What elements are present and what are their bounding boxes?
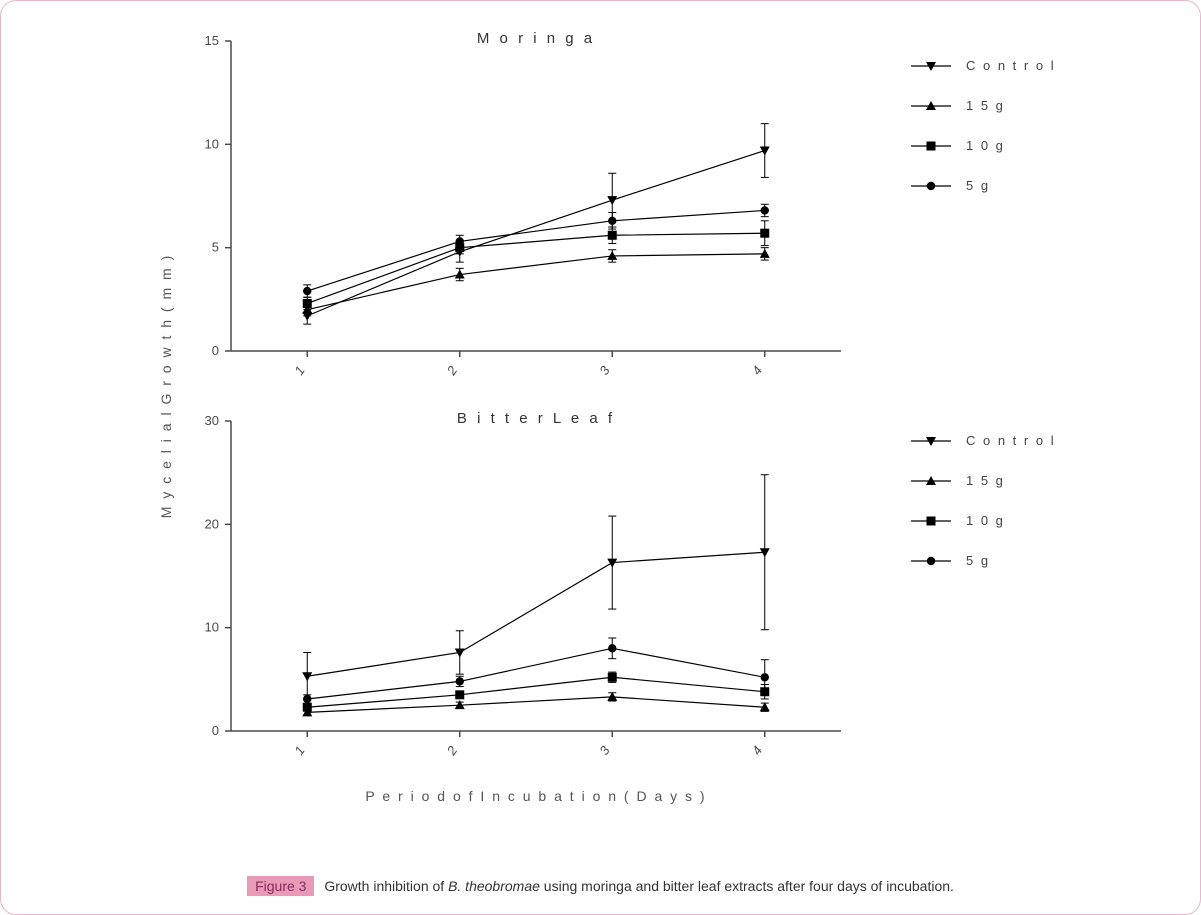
subplot-title: B i t t e r L e a f <box>457 410 615 427</box>
marker <box>608 673 617 682</box>
marker <box>760 147 770 156</box>
legend-label: 1 5 g <box>966 98 1005 113</box>
legend-marker <box>927 517 936 526</box>
marker <box>456 237 464 245</box>
y-axis-label: M y c e l i a l G r o w t h ( m m ) <box>158 254 174 518</box>
marker <box>456 677 464 685</box>
xtick-label: 2 <box>443 363 460 379</box>
marker <box>302 672 312 681</box>
marker <box>303 299 312 308</box>
marker <box>303 703 312 712</box>
marker <box>303 695 311 703</box>
legend-label: 5 g <box>966 178 990 193</box>
legend-label: C o n t r o l <box>966 433 1056 448</box>
marker <box>607 559 617 568</box>
caption-label: Figure 3 <box>247 876 314 896</box>
ytick-label: 20 <box>205 516 219 531</box>
xtick-label: 3 <box>596 363 613 378</box>
caption-pre: Growth inhibition of <box>324 878 448 894</box>
marker <box>607 196 617 205</box>
ytick-label: 0 <box>212 343 219 358</box>
caption-italic: B. theobromae <box>448 878 540 894</box>
x-axis-label: P e r i o d o f I n c u b a t i o n ( D … <box>365 788 706 804</box>
legend-label: 1 5 g <box>966 473 1005 488</box>
marker <box>608 644 616 652</box>
marker <box>761 673 769 681</box>
marker <box>760 229 769 238</box>
legend-label: 1 0 g <box>966 138 1005 153</box>
figure-container: 0 5 10 15 1 2 3 4 M o r i n g a 0 10 20 30 1 2 3 4 B i t … <box>0 0 1201 915</box>
xtick-label: 4 <box>749 363 765 378</box>
series-line <box>307 648 765 699</box>
marker <box>455 690 464 699</box>
legend-label: 1 0 g <box>966 513 1005 528</box>
ytick-label: 5 <box>212 240 219 255</box>
ytick-label: 10 <box>205 620 219 635</box>
legend-label: 5 g <box>966 553 990 568</box>
series-line <box>307 151 765 316</box>
xtick-label: 1 <box>291 743 307 758</box>
legend-marker <box>927 142 936 151</box>
ytick-label: 0 <box>212 723 219 738</box>
chart-area: 0 5 10 15 1 2 3 4 M o r i n g a 0 10 20 30 1 2 3 4 B i t … <box>31 21 1170 851</box>
xtick-label: 3 <box>596 743 613 758</box>
marker <box>608 217 616 225</box>
marker <box>761 206 769 214</box>
xtick-label: 1 <box>291 363 307 378</box>
figure-svg: 0 5 10 15 1 2 3 4 M o r i n g a 0 10 20 30 1 2 3 4 B i t … <box>31 21 1171 851</box>
xtick-label: 4 <box>749 743 765 758</box>
caption-post: using moringa and bitter leaf extracts a… <box>540 878 954 894</box>
series-line <box>307 552 765 676</box>
figure-caption: Figure 3 Growth inhibition of B. theobro… <box>1 878 1200 894</box>
series-line <box>307 254 765 310</box>
legend-marker <box>927 557 935 565</box>
subplot-title: M o r i n g a <box>477 30 595 47</box>
legend-label: C o n t r o l <box>966 58 1056 73</box>
ytick-label: 30 <box>205 413 219 428</box>
xtick-label: 2 <box>443 743 460 759</box>
ytick-label: 10 <box>205 136 219 151</box>
marker <box>303 287 311 295</box>
legend-marker <box>927 182 935 190</box>
series-line <box>307 697 765 713</box>
marker <box>608 231 617 240</box>
ytick-label: 15 <box>205 33 219 48</box>
